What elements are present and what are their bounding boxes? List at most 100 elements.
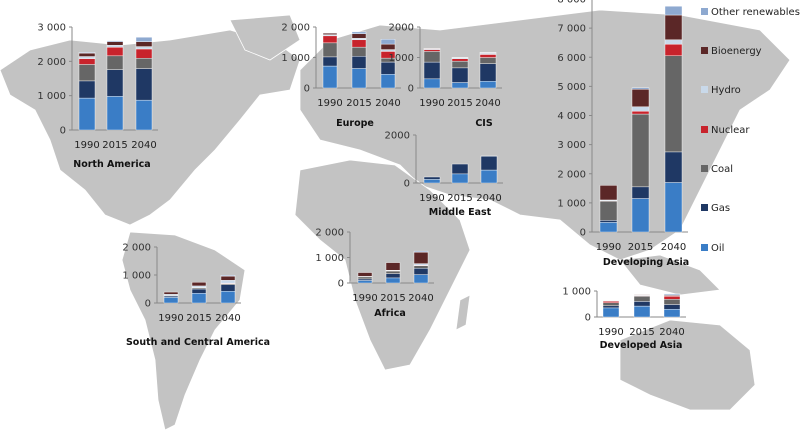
bar-segment-other-renewables <box>220 275 236 277</box>
southeast-asia-islands <box>619 254 721 296</box>
y-tick-label: 1 000 <box>315 253 344 264</box>
x-tick-label: 2015 <box>380 293 405 304</box>
bar-segment-gas <box>664 151 683 183</box>
x-tick-label: 2040 <box>408 293 433 304</box>
bar-segment-gas <box>385 273 401 279</box>
bar-segment-oil <box>451 173 469 184</box>
bar-segment-other-renewables <box>351 31 367 34</box>
y-tick-label: 8 000 <box>557 0 586 6</box>
x-tick-label: 2040 <box>131 140 156 151</box>
bar-segment-hydro <box>413 263 429 266</box>
y-tick-label: 0 <box>404 179 410 190</box>
legend-swatch <box>701 244 708 251</box>
bar-segment-bioenergy <box>220 275 236 281</box>
bar-segment-nuclear <box>664 43 683 56</box>
bar-segment-bioenergy <box>163 291 179 295</box>
bar-segment-bioenergy <box>385 262 401 271</box>
x-tick-label: 1990 <box>419 98 444 109</box>
bar-segment-other-renewables <box>380 39 396 45</box>
legend-item: Nuclear <box>701 125 750 136</box>
bar-segment-gas <box>451 67 469 83</box>
bar-segment-other-renewables <box>78 52 96 54</box>
bar-segment-bioenergy <box>664 14 683 40</box>
region-title: Middle East <box>429 207 492 218</box>
bar-segment-nuclear <box>663 296 681 300</box>
legend-swatch <box>701 126 708 133</box>
bar-segment-gas <box>663 304 681 310</box>
y-tick-label: 2 000 <box>281 23 310 34</box>
region-title: Developing Asia <box>603 257 689 268</box>
bar-segment-bioenergy <box>631 89 650 107</box>
y-tick-label: 0 <box>145 299 151 310</box>
y-tick-label: 3 000 <box>557 140 586 151</box>
legend-label: Nuclear <box>711 125 750 136</box>
bar-segment-bioenergy <box>191 282 207 287</box>
y-tick-label: 3 000 <box>37 23 66 34</box>
y-tick-label: 0 <box>338 279 344 290</box>
bar-segment-other-renewables <box>413 250 429 253</box>
bar-segment-hydro <box>78 56 96 59</box>
bar-segment-gas <box>135 68 153 101</box>
bar-segment-bioenergy <box>599 185 618 201</box>
legend-item: Hydro <box>701 85 741 96</box>
region-title: South and Central America <box>126 337 270 348</box>
madagascar <box>455 294 471 331</box>
bar-segment-coal <box>631 113 650 188</box>
bar-segment-nuclear <box>78 58 96 65</box>
x-tick-label: 2015 <box>346 98 371 109</box>
bar-segment-hydro <box>191 285 207 288</box>
bar-segment-hydro <box>135 46 153 50</box>
y-tick-label: 0 <box>580 228 586 239</box>
bar-segment-bioenergy <box>322 32 338 35</box>
bar-segment-oil <box>191 293 207 304</box>
bar-segment-oil <box>322 65 338 89</box>
bar-segment-gas <box>480 155 498 171</box>
bar-segment-gas <box>163 295 179 298</box>
bar-segment-oil <box>480 169 498 184</box>
bar-segment-oil <box>385 277 401 284</box>
bar-segment-coal <box>78 64 96 82</box>
bar-segment-gas <box>451 163 469 175</box>
bar-segment-oil <box>663 309 681 318</box>
x-tick-label: 1990 <box>352 293 377 304</box>
bar-segment-other-renewables <box>664 6 683 16</box>
bar-segment-hydro <box>106 44 124 48</box>
bar-segment-gas <box>633 301 651 307</box>
bar-segment-hydro <box>220 280 236 284</box>
y-tick-label: 6 000 <box>557 53 586 64</box>
bar-segment-bioenergy <box>380 43 396 50</box>
y-tick-label: 1 000 <box>122 271 151 282</box>
bar-segment-nuclear <box>135 48 153 59</box>
bar-segment-coal <box>451 60 469 69</box>
legend-swatch <box>701 86 708 93</box>
bar-segment-coal <box>413 265 429 269</box>
x-tick-label: 2015 <box>628 242 653 253</box>
bar-segment-bioenergy <box>78 52 96 57</box>
legend-label: Other renewables <box>711 7 800 18</box>
africa-landmass <box>294 159 471 371</box>
bar-segment-other-renewables <box>631 87 650 90</box>
region-title: Europe <box>336 118 374 129</box>
bar-segment-coal <box>135 58 153 69</box>
y-tick-label: 2 000 <box>37 57 66 68</box>
bar-segment-oil <box>631 198 650 233</box>
chart-cis: 0 1000 2000 1990 2015 2040 CIS <box>389 23 502 129</box>
bar-segment-hydro <box>664 39 683 45</box>
bar-segment-coal <box>479 57 497 64</box>
legend-item: Gas <box>701 203 730 214</box>
legend-label: Coal <box>711 164 733 175</box>
bar-segment-gas <box>631 186 650 199</box>
bar-segment-nuclear <box>451 58 469 62</box>
bar-segment-oil <box>423 179 441 184</box>
bar-segment-coal <box>664 55 683 153</box>
legend-label: Bioenergy <box>711 46 762 57</box>
bar-segment-coal <box>106 55 124 70</box>
bar-segment-nuclear <box>106 47 124 57</box>
bar-segment-gas <box>322 56 338 67</box>
y-tick-label: 2 000 <box>557 169 586 180</box>
y-tick-label: 1 000 <box>37 91 66 102</box>
y-tick-label: 2 000 <box>315 228 344 239</box>
bar-segment-hydro <box>631 106 650 112</box>
